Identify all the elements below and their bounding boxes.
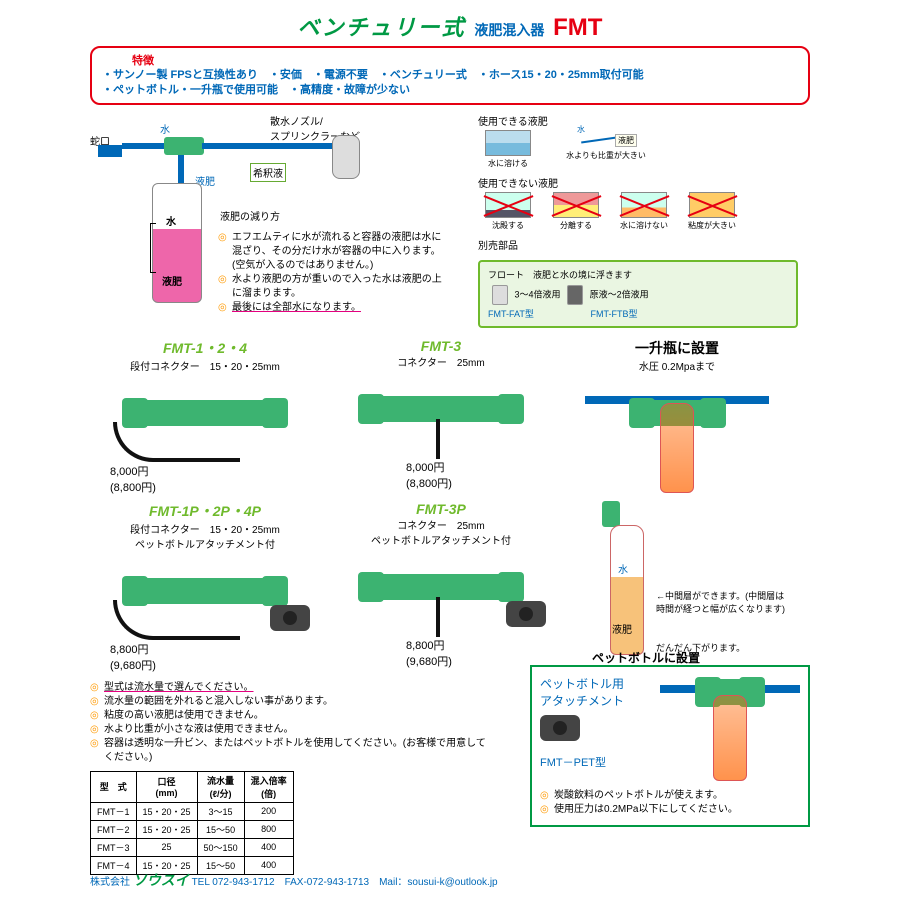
optional-heading: 別売部品: [478, 237, 798, 252]
pet-sub: ペットボトル用 アタッチメント: [540, 675, 650, 709]
label-water2: 水: [166, 213, 176, 228]
product-grid: FMT-1・2・4 段付コネクター 15・20・25mm 8,000円(8,80…: [90, 338, 810, 673]
pipe-icon: [436, 419, 440, 459]
features-line2: ・ペットボトル・一升瓶で使用可能 ・高精度・故障が少ない: [102, 83, 798, 98]
product-fmt3p: FMT-3P コネクター 25mm ペットボトルアタッチメント付 8,800円(…: [326, 501, 556, 673]
notes-list: 型式は流水量で選んでください。 流水量の範囲を外れると混入しない事があります。 …: [90, 681, 490, 765]
table-row: FMT－215・20・2515～50800: [91, 820, 294, 838]
features-heading: 特徴: [132, 52, 798, 68]
pet-title: ペットボトルに設置: [592, 649, 700, 666]
note-2: 粘度の高い液肥は使用できません。: [90, 709, 490, 723]
page-title: ベンチュリー式 液肥混入器 FMT: [90, 10, 810, 42]
footer: 株式会社 ソウスイ TEL 072-943-1712 FAX-072-943-1…: [90, 870, 498, 890]
spec-header: 型 式: [91, 771, 137, 802]
diag-note3: 最後には全部水になります。: [218, 301, 448, 315]
ring-icon: [506, 601, 546, 627]
unusable-icon-4: [689, 192, 735, 218]
company-name: ソウスイ: [133, 872, 189, 888]
float-a-icon: [492, 285, 508, 305]
contact-info: TEL 072-943-1712 FAX-072-943-1713 Mail：s…: [192, 877, 498, 888]
hose-icon: [113, 422, 240, 462]
float-b-icon: [567, 285, 583, 305]
product-fmt3: FMT-3 コネクター 25mm 8,000円(8,800円): [326, 338, 556, 495]
spec-header: 流水量 (ℓ/分): [197, 771, 244, 802]
product-fmt124: FMT-1・2・4 段付コネクター 15・20・25mm 8,000円(8,80…: [90, 338, 320, 495]
product-fmt1p2p4p: FMT-1P・2P・4P 段付コネクター 15・20・25mm ペットボトルアタ…: [90, 501, 320, 673]
bottle-note1: ←中間層ができます。(中間層は時間が経つと幅が広くなります): [656, 589, 786, 615]
ring-icon: [540, 715, 580, 741]
right-column: 使用できる液肥 水に溶ける 水 液肥 水よりも比重が大きい 使用できない液肥 沈…: [478, 113, 798, 328]
connector-icon: [372, 396, 510, 422]
pet-model: FMT－PET型: [540, 754, 650, 770]
bottle-icon: [660, 403, 694, 493]
ring-icon: [270, 605, 310, 631]
title-main: ベンチュリー式: [298, 15, 466, 40]
spec-header: 口径 (mm): [136, 771, 197, 802]
usable-icon-1: [485, 130, 531, 156]
title-sub: 液肥混入器: [474, 22, 544, 38]
features-line1: ・サンノー製 FPSと互換性あり ・安価 ・電源不要 ・ベンチュリー式 ・ホース…: [102, 68, 798, 83]
usable-heading: 使用できる液肥: [478, 113, 798, 128]
label-dilute: 希釈液: [250, 163, 286, 182]
note-1: 流水量の範囲を外れると混入しない事があります。: [90, 695, 490, 709]
spec-table: 型 式口径 (mm)流水量 (ℓ/分)混入倍率 (倍) FMT－115・20・2…: [90, 771, 294, 875]
pet-note2: 使用圧力は0.2MPa以下にしてください。: [540, 803, 800, 817]
unusable-icon-3: [621, 192, 667, 218]
usable-opt2: 水よりも比重が大きい: [566, 151, 646, 160]
usable-opt1: 水に溶ける: [488, 159, 528, 168]
seesaw-icon: 水 液肥: [581, 130, 631, 150]
label-liquid2: 液肥: [162, 273, 182, 288]
unusable-icon-2: [553, 192, 599, 218]
table-row: FMT－115・20・253～15200: [91, 802, 294, 820]
hose-icon: [113, 600, 240, 640]
label-water: 水: [160, 121, 170, 136]
pet-note1: 炭酸飲料のペットボトルが使えます。: [540, 789, 800, 803]
spec-header: 混入倍率 (倍): [244, 771, 293, 802]
connector-icon: [372, 574, 510, 600]
features-box: 特徴 ・サンノー製 FPSと互換性あり ・安価 ・電源不要 ・ベンチュリー式 ・…: [90, 46, 810, 105]
unusable-icon-1: [485, 192, 531, 218]
title-model: FMT: [553, 14, 602, 41]
note-3: 水より比重が小さな液は使用できません。: [90, 723, 490, 737]
note-4: 容器は透明な一升ビン、またはペットボトルを使用してください。(お客様で用意してく…: [90, 737, 490, 765]
unusable-heading: 使用できない液肥: [478, 175, 798, 190]
float-label: フロート 液肥と水の境に浮きます: [488, 268, 788, 281]
label-decrease: 液肥の減り方: [220, 208, 280, 223]
main-diagram: 蛇口 水 散水ノズル/ スプリンクラーなど 希釈液 液肥 水 液肥 液肥の減り方…: [90, 113, 470, 313]
diag-note1: エフエムティに水が流れると容器の液肥は水に混ざり、その分だけ水が容器の中に入りま…: [218, 231, 448, 273]
pet-bottle-box: ペットボトルに設置 ペットボトル用 アタッチメント FMT－PET型 炭酸飲料の…: [530, 665, 810, 827]
note-0: 型式は流水量で選んでください。: [90, 681, 490, 695]
diag-note2: 水より液肥の方が重いので入った水は液肥の上に溜まります。: [218, 273, 448, 301]
table-row: FMT－32550～150400: [91, 838, 294, 856]
pet-bottle-icon: [713, 695, 747, 781]
product-bottle-diagram: 水 液肥 ←中間層ができます。(中間層は時間が経つと幅が広くなります) だんだん…: [562, 501, 792, 671]
product-isshobin: 一升瓶に設置 水圧 0.2Mpaまで: [562, 338, 792, 495]
optional-box: フロート 液肥と水の境に浮きます 3～4倍液用 原液～2倍液用 FMT-FAT型…: [478, 260, 798, 328]
